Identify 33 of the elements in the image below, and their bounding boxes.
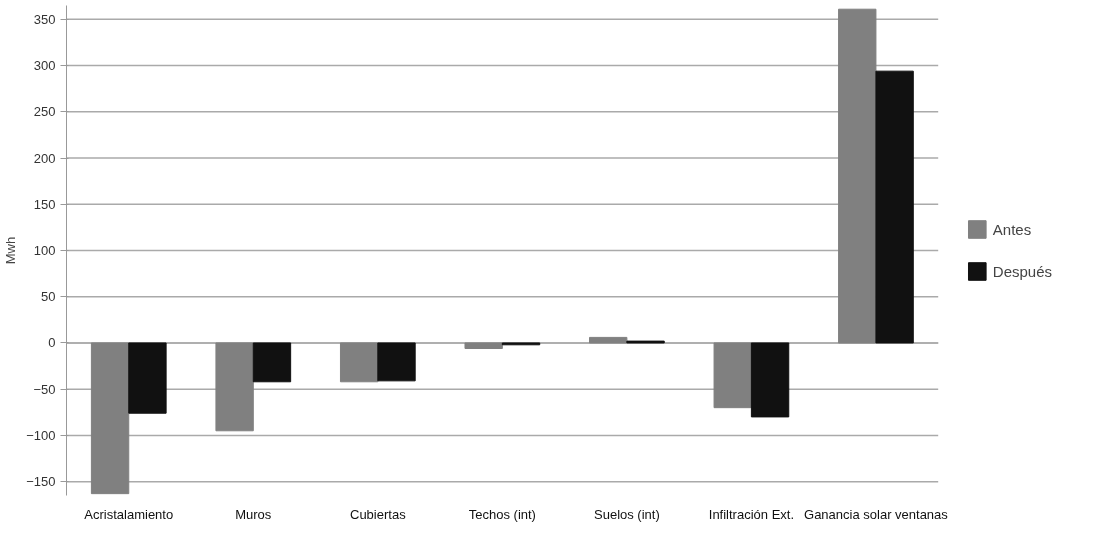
bar (838, 8, 877, 344)
bar (215, 342, 254, 432)
legend-label: Después (992, 262, 1052, 280)
y-tick-label: −50 (33, 381, 56, 397)
y-tick-label: 350 (33, 11, 56, 27)
y-tick-label: −100 (26, 427, 56, 443)
x-tick-label: Suelos (int) (594, 506, 660, 522)
bar (90, 342, 130, 495)
legend-label: Antes (992, 220, 1032, 238)
bar (713, 342, 752, 409)
bar (875, 70, 914, 344)
y-tick-label: 150 (33, 196, 56, 212)
y-tick-label: 100 (33, 243, 56, 258)
x-tick-label: Infiltración Ext. (708, 506, 795, 522)
bar (339, 342, 379, 383)
y-tick-label: −150 (26, 474, 56, 490)
y-tick-label: 250 (33, 104, 56, 120)
y-tick-label: 50 (41, 289, 56, 305)
bar (128, 342, 167, 414)
y-axis-title: Mwh (3, 236, 19, 265)
bar (377, 342, 416, 382)
bar (252, 342, 292, 383)
x-tick-label: Acristalamiento (84, 506, 174, 522)
x-tick-label: Techos (int) (468, 506, 536, 522)
bar (750, 342, 790, 418)
bar (464, 342, 503, 349)
y-tick-label: 200 (33, 150, 56, 166)
y-tick-label: 0 (48, 335, 56, 351)
y-tick-label: 300 (33, 58, 56, 74)
x-tick-label: Cubiertas (350, 506, 407, 522)
x-tick-label: Muros (235, 506, 272, 522)
x-tick-label: Ganancia solar ventanas (804, 506, 949, 522)
bar (589, 336, 628, 344)
